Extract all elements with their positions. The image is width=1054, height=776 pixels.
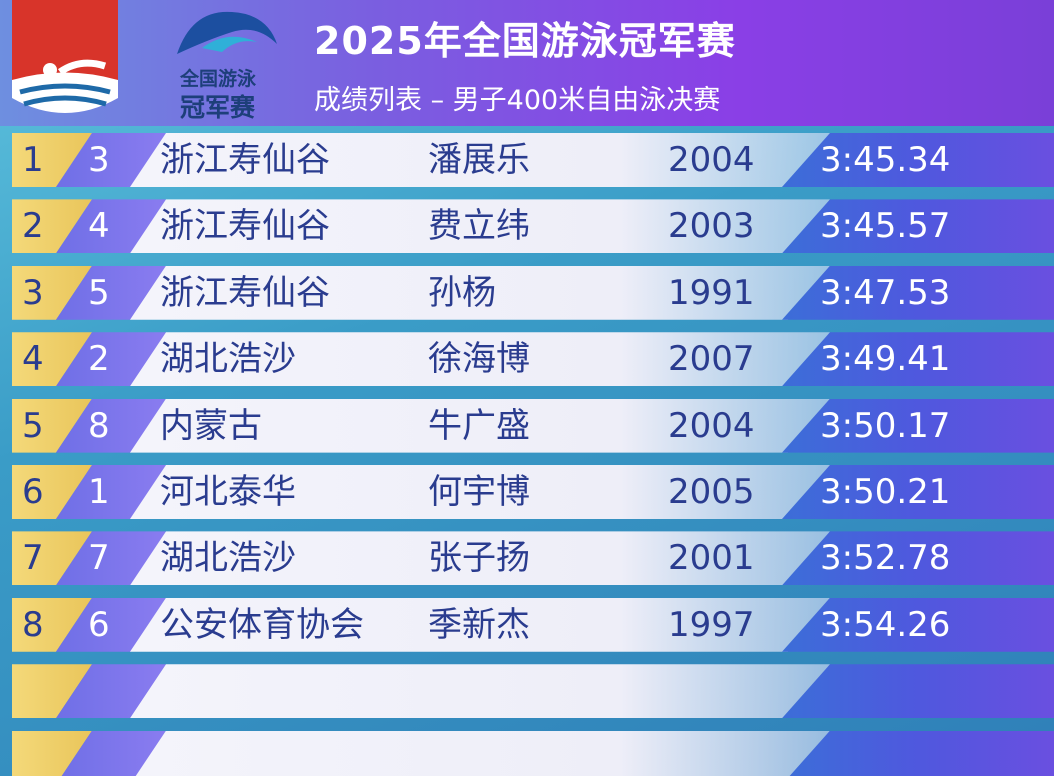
time-band — [782, 465, 1054, 519]
lane: 4 — [88, 206, 110, 247]
result-row: 8 6 公安体育协会 季新杰 1997 3:54.26 — [12, 597, 1054, 652]
time-band — [782, 597, 1054, 652]
result-row: 1 3 浙江寿仙谷 潘展乐 2004 3:45.34 — [12, 133, 1054, 187]
result-row — [12, 664, 1054, 719]
birth-year: 2004 — [668, 405, 755, 446]
rank: 2 — [22, 206, 44, 247]
lane: 7 — [88, 538, 110, 579]
time-band — [782, 265, 1054, 320]
time: 3:50.21 — [820, 472, 951, 512]
name-band — [130, 265, 830, 320]
birth-year: 2003 — [668, 206, 755, 247]
team: 浙江寿仙谷 — [160, 206, 330, 247]
name-band — [130, 332, 830, 387]
name-band — [130, 398, 830, 453]
name-band — [130, 199, 830, 254]
lane: 8 — [88, 405, 110, 446]
rank: 4 — [22, 339, 44, 380]
time-band — [782, 730, 1054, 776]
result-row: 4 2 湖北浩沙 徐海博 2007 3:49.41 — [12, 332, 1054, 387]
team: 河北泰华 — [160, 472, 296, 512]
result-row: 2 4 浙江寿仙谷 费立纬 2003 3:45.57 — [12, 199, 1054, 254]
header-bar: 全国游泳 冠军赛 2025年全国游泳冠军赛 成绩列表 – 男子400米自由泳决赛 — [0, 0, 1054, 126]
rank: 3 — [22, 272, 44, 313]
rank: 8 — [22, 604, 44, 645]
birth-year: 2004 — [668, 140, 755, 180]
athlete: 徐海博 — [428, 339, 530, 380]
athlete: 牛广盛 — [428, 405, 530, 446]
rank: 7 — [22, 538, 44, 579]
lane: 6 — [88, 604, 110, 645]
lane: 1 — [88, 472, 110, 512]
logo-text: 冠军赛 — [180, 93, 256, 122]
name-band — [130, 664, 830, 719]
time-band — [782, 133, 1054, 187]
title: 2025年全国游泳冠军赛 — [314, 19, 736, 63]
rank: 6 — [22, 472, 44, 512]
athlete: 何宇博 — [428, 472, 530, 512]
wave-logo — [177, 11, 277, 54]
team: 浙江寿仙谷 — [160, 272, 330, 313]
time: 3:52.78 — [820, 538, 951, 579]
time: 3:50.17 — [820, 405, 951, 446]
name-band — [130, 597, 830, 652]
result-row: 7 7 湖北浩沙 张子扬 2001 3:52.78 — [12, 531, 1054, 586]
rank: 5 — [22, 405, 44, 446]
time: 3:49.41 — [820, 339, 951, 380]
birth-year: 1997 — [668, 604, 755, 645]
time: 3:54.26 — [820, 604, 951, 645]
athlete: 张子扬 — [428, 538, 530, 579]
time-band — [782, 332, 1054, 387]
time-band — [782, 664, 1054, 719]
time-band — [782, 531, 1054, 586]
result-row — [12, 730, 1054, 776]
birth-year: 2007 — [668, 339, 755, 380]
result-row: 5 8 内蒙古 牛广盛 2004 3:50.17 — [12, 398, 1054, 453]
athlete: 孙杨 — [428, 272, 496, 313]
name-band — [130, 730, 830, 776]
name-band — [130, 133, 830, 187]
team: 湖北浩沙 — [160, 339, 296, 380]
athlete: 潘展乐 — [428, 140, 530, 180]
lane: 3 — [88, 140, 110, 180]
lane: 2 — [88, 339, 110, 380]
result-row: 6 1 河北泰华 何宇博 2005 3:50.21 — [12, 465, 1054, 519]
time: 3:47.53 — [820, 272, 951, 313]
team: 公安体育协会 — [160, 604, 364, 645]
lane: 5 — [88, 272, 110, 313]
subtitle: 成绩列表 – 男子400米自由泳决赛 — [314, 85, 721, 116]
birth-year: 2005 — [668, 472, 755, 512]
athlete: 费立纬 — [428, 206, 530, 247]
logo-text: 全国游泳 — [180, 68, 257, 90]
time: 3:45.34 — [820, 140, 951, 180]
athlete: 季新杰 — [428, 604, 530, 645]
time-band — [782, 398, 1054, 453]
result-row: 3 5 浙江寿仙谷 孙杨 1991 3:47.53 — [12, 265, 1054, 320]
rank: 1 — [22, 140, 44, 180]
team: 浙江寿仙谷 — [160, 140, 330, 180]
team: 湖北浩沙 — [160, 538, 296, 579]
team: 内蒙古 — [160, 405, 262, 446]
birth-year: 1991 — [668, 272, 755, 313]
name-band — [130, 531, 830, 586]
name-band — [130, 465, 830, 519]
time-band — [782, 199, 1054, 254]
birth-year: 2001 — [668, 538, 755, 579]
time: 3:45.57 — [820, 206, 951, 247]
flag-logo — [12, 0, 118, 113]
